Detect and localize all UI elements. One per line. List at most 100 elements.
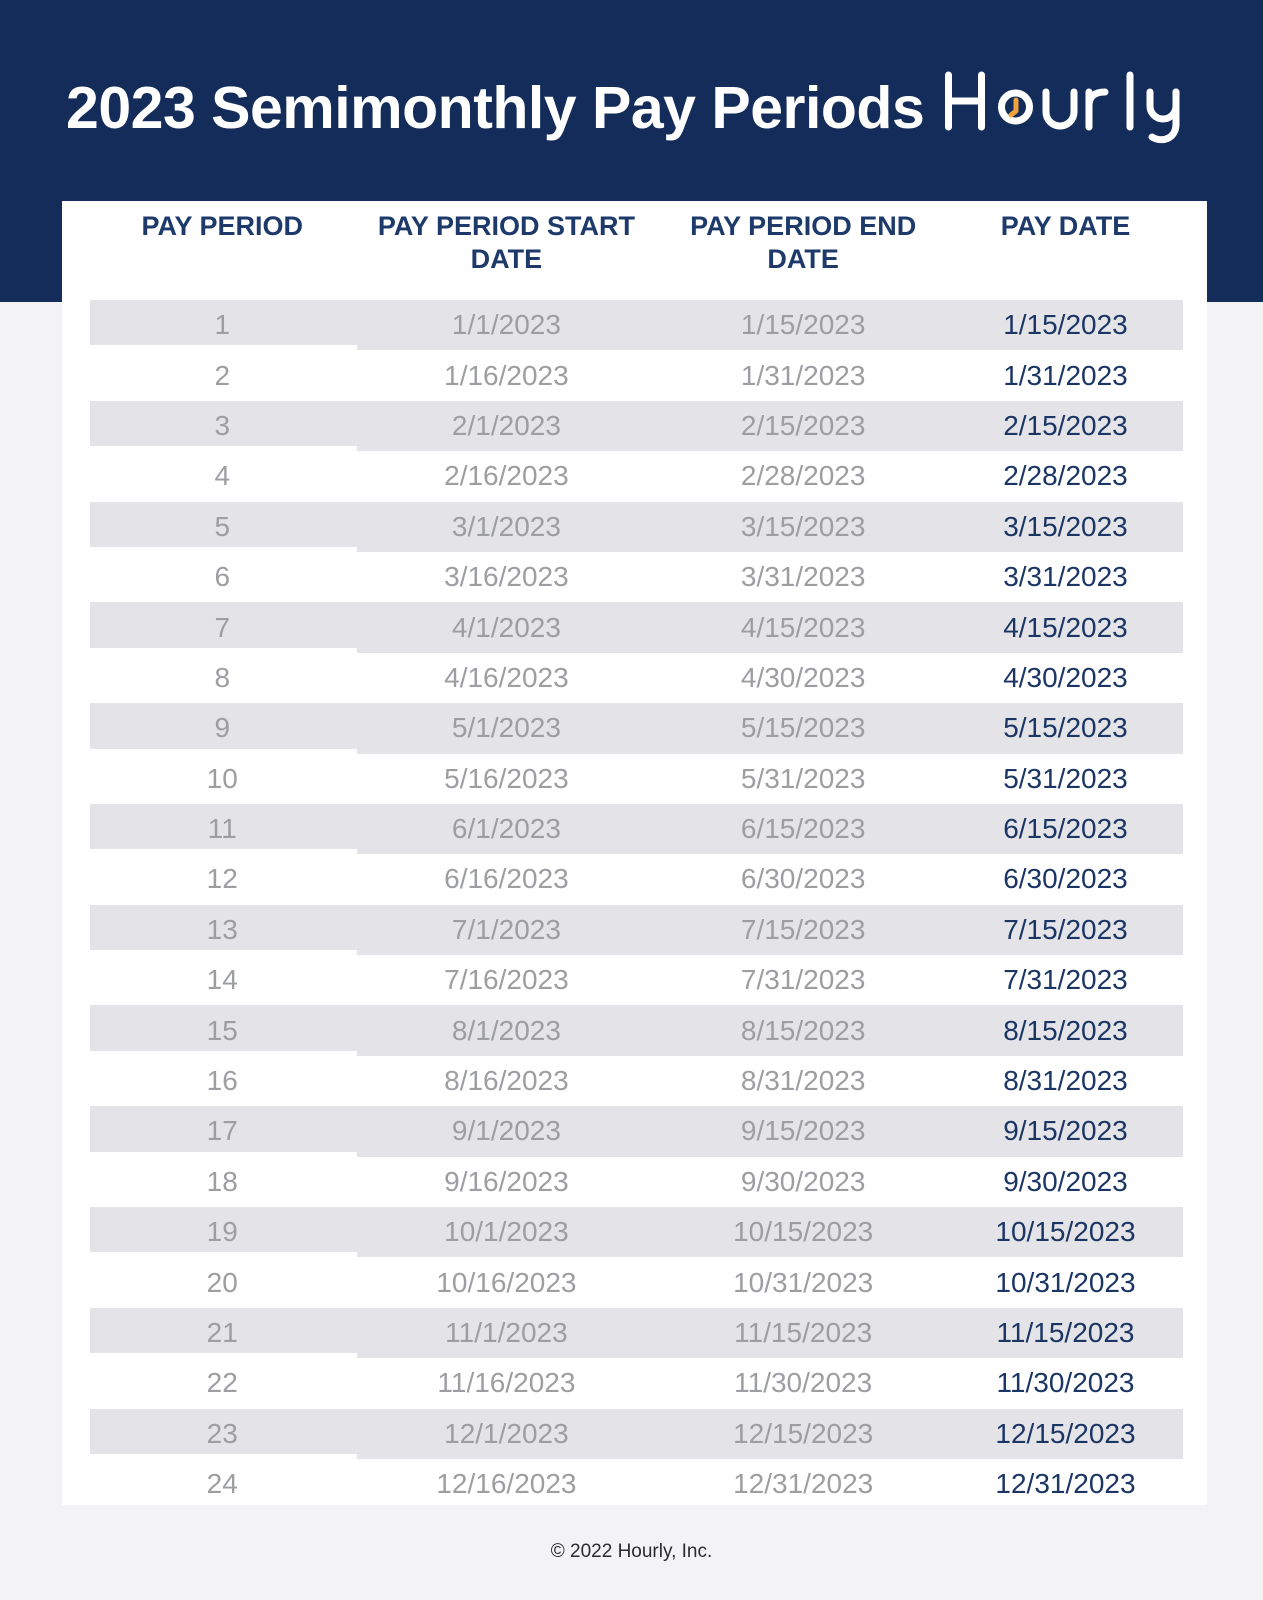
cell-start-date: 11/1/2023: [445, 1317, 568, 1348]
cell-start-date: 4/16/2023: [444, 661, 569, 693]
table-row: 15 8/1/2023 8/15/2023 8/15/2023: [90, 1005, 1183, 1057]
column-header-pay-date: PAY DATE: [1000, 211, 1131, 241]
cell-pay-date: 8/31/2023: [1003, 1065, 1128, 1097]
cell-pay-date: 9/30/2023: [1003, 1165, 1128, 1197]
cell-pay-period: 17: [206, 1115, 238, 1147]
table-row: 20 10/16/2023 10/31/2023 10/31/2023: [90, 1257, 1183, 1308]
hourly-logo: [945, 71, 1180, 144]
clock-hand-icon: [1008, 97, 1019, 118]
cell-pay-date: 2/15/2023: [1003, 409, 1128, 441]
cell-pay-date: 10/15/2023: [995, 1216, 1136, 1248]
cell-end-date: 10/15/2023: [733, 1216, 874, 1248]
cell-pay-period: 1: [214, 309, 231, 341]
table-row: 10 5/16/2023 5/31/2023 5/31/2023: [90, 753, 1183, 804]
cell-pay-period: 18: [206, 1165, 238, 1197]
cell-start-date: 10/1/2023: [444, 1216, 569, 1248]
cell-pay-date: 7/15/2023: [1003, 913, 1128, 945]
cell-pay-period: 23: [206, 1417, 238, 1449]
cell-start-date: 3/16/2023: [444, 561, 569, 593]
column-header-start-date: PAY PERIOD START DATE: [377, 211, 635, 274]
cell-start-date: 2/16/2023: [444, 460, 569, 492]
cell-end-date: 2/28/2023: [740, 460, 866, 492]
table-row: 4 2/16/2023 2/28/2023 2/28/2023: [90, 451, 1183, 502]
cell-pay-date: 10/31/2023: [995, 1266, 1136, 1298]
table-row: 14 7/16/2023 7/31/2023 7/31/2023: [90, 955, 1183, 1006]
cell-pay-period: 4: [214, 460, 231, 492]
cell-pay-period: 6: [214, 561, 231, 593]
cell-pay-date: 12/31/2023: [995, 1468, 1136, 1500]
cell-pay-period: 14: [206, 964, 238, 996]
table-row: 21 11/1/2023 11/15/2023 11/15/2023: [90, 1307, 1183, 1359]
cell-pay-date: 4/30/2023: [1003, 661, 1128, 693]
cell-start-date: 2/1/2023: [451, 409, 561, 441]
cell-end-date: 3/15/2023: [740, 510, 866, 542]
cell-pay-period: 12: [206, 863, 238, 895]
cell-pay-date: 6/30/2023: [1003, 863, 1128, 895]
cell-pay-date: 1/15/2023: [1003, 309, 1128, 341]
cell-pay-date: 9/15/2023: [1003, 1115, 1128, 1147]
cell-start-date: 6/16/2023: [444, 863, 569, 895]
cell-start-date: 11/16/2023: [437, 1367, 576, 1399]
cell-start-date: 7/16/2023: [444, 964, 569, 996]
cell-pay-date: 3/15/2023: [1003, 510, 1128, 542]
cell-pay-date: 7/31/2023: [1003, 964, 1128, 996]
pay-period-table-card: PAY PERIOD PAY PERIOD START DATE PAY PER…: [62, 201, 1207, 1505]
cell-end-date: 4/30/2023: [740, 661, 866, 693]
cell-pay-date: 2/28/2023: [1003, 460, 1128, 492]
cell-end-date: 5/15/2023: [740, 712, 866, 744]
cell-pay-period: 5: [214, 510, 231, 542]
table-row: 11 6/1/2023 6/15/2023 6/15/2023: [90, 803, 1183, 855]
table-row: 17 9/1/2023 9/15/2023 9/15/2023: [90, 1106, 1183, 1158]
cell-end-date: 2/15/2023: [740, 409, 866, 441]
cell-pay-period: 7: [214, 611, 231, 643]
hourly-logo-letters: [945, 71, 1180, 144]
cell-start-date: 12/1/2023: [444, 1417, 569, 1449]
cell-pay-period: 10: [206, 762, 238, 794]
cell-pay-date: 3/31/2023: [1003, 561, 1128, 593]
table-row: 22 11/16/2023 11/30/2023 11/30/2023: [90, 1358, 1183, 1409]
column-header-pay-period: PAY PERIOD: [141, 211, 304, 241]
cell-start-date: 3/1/2023: [451, 510, 561, 542]
cell-pay-period: 20: [206, 1266, 238, 1298]
cell-start-date: 9/1/2023: [451, 1115, 561, 1147]
table-row: 3 2/1/2023 2/15/2023 2/15/2023: [90, 400, 1183, 452]
column-header-end-date: PAY PERIOD END DATE: [690, 211, 917, 274]
cell-pay-period: 24: [206, 1468, 238, 1500]
cell-pay-period: 9: [214, 712, 231, 744]
cell-pay-period: 16: [206, 1065, 238, 1097]
table-row: 6 3/16/2023 3/31/2023 3/31/2023: [90, 551, 1183, 603]
table-row: 16 8/16/2023 8/31/2023 8/31/2023: [90, 1055, 1183, 1107]
cell-pay-period: 22: [206, 1367, 238, 1399]
cell-pay-period: 8: [214, 661, 231, 693]
cell-end-date: 11/15/2023: [734, 1317, 873, 1348]
cell-pay-date: 11/15/2023: [996, 1317, 1135, 1348]
cell-start-date: 7/1/2023: [451, 913, 561, 945]
footer-copyright: © 2022 Hourly, Inc.: [550, 1541, 713, 1562]
cell-end-date: 9/30/2023: [740, 1165, 866, 1197]
cell-pay-period: 3: [214, 409, 231, 441]
cell-end-date: 12/15/2023: [733, 1417, 874, 1449]
table-row: 18 9/16/2023 9/30/2023 9/30/2023: [90, 1156, 1183, 1208]
cell-pay-date: 4/15/2023: [1003, 611, 1128, 643]
cell-start-date: 12/16/2023: [436, 1468, 577, 1500]
cell-end-date: 6/30/2023: [740, 863, 866, 895]
cell-start-date: 5/1/2023: [451, 712, 561, 744]
cell-end-date: 12/31/2023: [733, 1468, 874, 1500]
cell-end-date: 10/31/2023: [733, 1266, 874, 1298]
cell-start-date: 8/1/2023: [451, 1014, 561, 1046]
table-row: 2 1/16/2023 1/31/2023 1/31/2023: [90, 350, 1183, 401]
table-row: 8 4/16/2023 4/30/2023 4/30/2023: [90, 652, 1183, 704]
cell-start-date: 4/1/2023: [451, 611, 561, 643]
table-row: 5 3/1/2023 3/15/2023 3/15/2023: [90, 501, 1183, 553]
cell-pay-period: 11: [207, 813, 237, 845]
cell-end-date: 7/15/2023: [740, 913, 866, 945]
cell-pay-date: 12/15/2023: [995, 1417, 1136, 1449]
cell-pay-period: 13: [206, 913, 238, 945]
cell-end-date: 9/15/2023: [740, 1115, 866, 1147]
table-row: 9 5/1/2023 5/15/2023 5/15/2023: [90, 703, 1183, 754]
cell-start-date: 6/1/2023: [451, 813, 561, 845]
cell-pay-period: 19: [206, 1216, 238, 1248]
cell-pay-date: 5/31/2023: [1003, 762, 1128, 794]
cell-start-date: 8/16/2023: [444, 1065, 569, 1097]
